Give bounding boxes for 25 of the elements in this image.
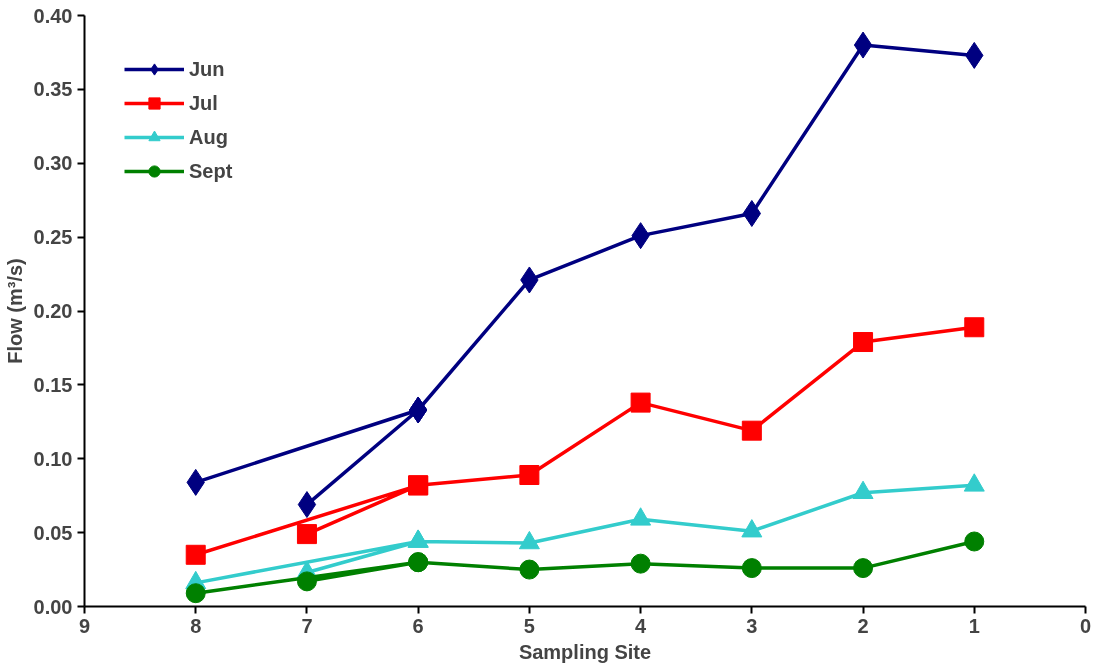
x-tick-label: 5 [523, 614, 535, 637]
x-tick-label: 9 [78, 614, 91, 637]
y-tick-label: 0.40 [33, 4, 73, 27]
y-tick-label: 0.35 [33, 78, 73, 101]
y-tick-label: 0.00 [33, 595, 73, 618]
x-tick-label: 3 [746, 614, 758, 637]
legend-label: Jun [189, 57, 225, 81]
legend-label: Aug [189, 125, 228, 149]
x-tick-label: 0 [1079, 614, 1092, 637]
x-tick-label: 2 [857, 614, 869, 637]
y-tick-label: 0.20 [33, 300, 73, 322]
y-tick-label: 0.10 [33, 447, 73, 470]
y-tick-label: 0.30 [33, 152, 73, 175]
x-tick-label: 4 [635, 614, 648, 637]
x-tick-label: 6 [412, 614, 424, 637]
x-tick-label: 1 [968, 614, 980, 637]
x-tick-label: 7 [301, 614, 313, 637]
legend-label: Jul [189, 91, 218, 115]
legend-label: Sept [189, 159, 233, 183]
y-tick-label: 0.05 [33, 521, 73, 544]
y-axis-title: Flow (m³/s) [3, 258, 26, 364]
y-tick-label: 0.15 [33, 373, 73, 396]
x-tick-label: 8 [190, 614, 202, 637]
x-axis-title: Sampling Site [518, 640, 652, 663]
y-tick-label: 0.25 [33, 226, 73, 249]
